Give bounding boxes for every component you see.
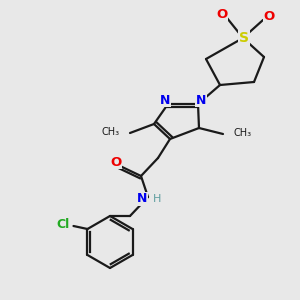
Text: O: O	[263, 11, 274, 23]
Text: O: O	[110, 155, 122, 169]
Text: N: N	[137, 193, 147, 206]
Text: Cl: Cl	[57, 218, 70, 232]
Text: N: N	[196, 94, 206, 106]
Text: N: N	[160, 94, 170, 106]
Text: H: H	[153, 194, 161, 204]
Text: CH₃: CH₃	[233, 128, 251, 138]
Text: S: S	[239, 31, 249, 45]
Text: O: O	[216, 8, 228, 22]
Text: CH₃: CH₃	[102, 127, 120, 137]
